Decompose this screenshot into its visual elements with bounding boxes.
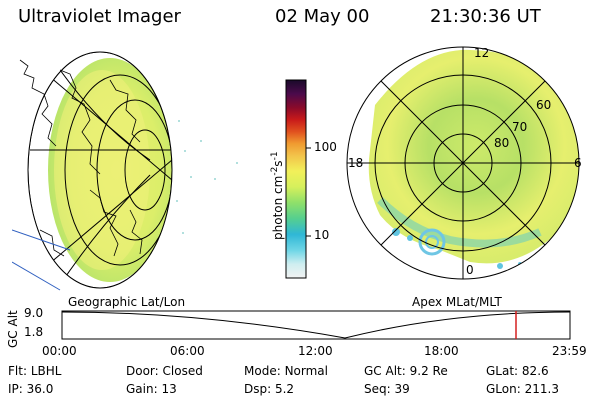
- meta-gc-alt: GC Alt: 9.2 Re: [364, 364, 448, 378]
- outer-graticule: [12, 229, 71, 291]
- meta-mode: Mode: Normal: [244, 364, 328, 378]
- mlt-label-0: 0: [466, 263, 474, 277]
- instrument-title: Ultraviolet Imager: [18, 6, 181, 27]
- geographic-caption: Geographic Lat/Lon: [68, 295, 186, 309]
- meta-dsp: Dsp: 5.2: [244, 382, 295, 396]
- mlt-label-12: 12: [474, 46, 490, 60]
- polar-grid: [346, 46, 580, 280]
- colorbar-tick-100: 100: [314, 140, 337, 154]
- orbit-xtick-0000: 00:00: [42, 344, 77, 358]
- mlat-label-80: 80: [494, 136, 510, 150]
- noise-speckles: [176, 120, 238, 234]
- orbit-ytick-top: 9.0: [24, 306, 44, 320]
- colorbar-tick-10: 10: [314, 228, 330, 242]
- orbit-xtick-1800: 18:00: [424, 344, 459, 358]
- coastline: [19, 59, 143, 257]
- date-label: 02 May 00: [275, 6, 370, 27]
- meta-seq: Seq: 39: [364, 382, 410, 396]
- orbit-xtick-1200: 12:00: [298, 344, 333, 358]
- mlat-label-60: 60: [536, 98, 552, 112]
- mlt-label-6: 6: [574, 156, 582, 170]
- meta-gain: Gain: 13: [126, 382, 177, 396]
- colorbar-gradient: [285, 79, 307, 279]
- auroral-oval: [368, 49, 579, 264]
- meta-glat: GLat: 82.6: [486, 364, 549, 378]
- meta-door: Door: Closed: [126, 364, 203, 378]
- time-label: 21:30:36 UT: [430, 6, 541, 27]
- meta-glon: GLon: 211.3: [486, 382, 559, 396]
- meta-ip: IP: 36.0: [8, 382, 54, 396]
- orbit-xtick-2359: 23:59: [552, 344, 587, 358]
- meta-flt: Flt: LBHL: [8, 364, 62, 378]
- mlt-label-18: 18: [348, 156, 364, 170]
- mlat-label-70: 70: [512, 120, 528, 134]
- orbit-xtick-0600: 06:00: [170, 344, 205, 358]
- orbit-altitude-curve: [61, 311, 571, 339]
- emission-blobs: [392, 228, 522, 269]
- apex-caption: Apex MLat/MLT: [412, 295, 502, 309]
- orbit-ytick-bottom: 1.8: [24, 325, 44, 339]
